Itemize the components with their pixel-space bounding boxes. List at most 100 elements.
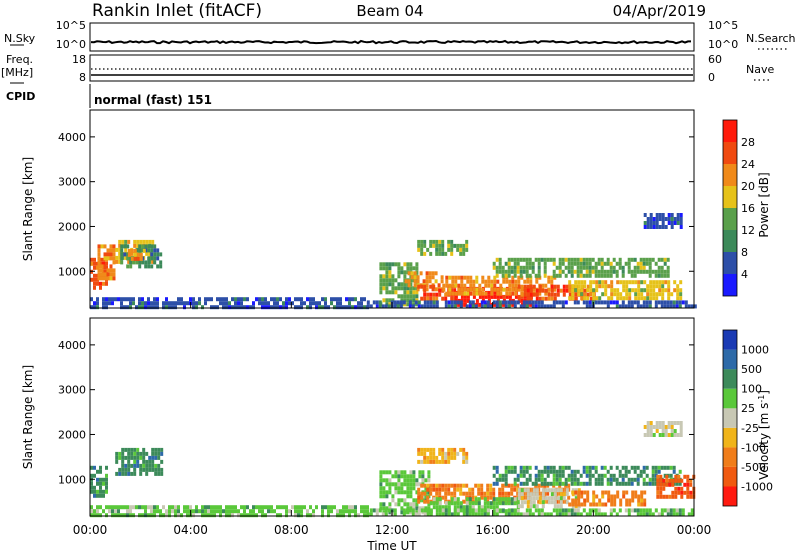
power-cell bbox=[601, 292, 605, 297]
velocity-cell bbox=[432, 497, 436, 502]
power-cell bbox=[321, 305, 324, 310]
velocity-cell bbox=[450, 512, 454, 517]
velocity-cell bbox=[426, 512, 430, 517]
power-cell bbox=[670, 221, 674, 225]
power-cell bbox=[606, 257, 610, 262]
velocity-cell bbox=[670, 429, 674, 433]
power-cell bbox=[363, 305, 366, 310]
velocity-cell bbox=[529, 500, 533, 505]
power-cell bbox=[432, 243, 436, 248]
velocity-colorbar-tick: 1000 bbox=[741, 344, 769, 357]
velocity-cell bbox=[486, 501, 490, 506]
power-cell bbox=[646, 292, 650, 297]
power-cell bbox=[136, 239, 140, 244]
velocity-cell bbox=[592, 490, 596, 495]
velocity-cell bbox=[415, 506, 419, 511]
velocity-cell bbox=[495, 505, 499, 510]
power-cell bbox=[409, 278, 413, 283]
velocity-cell bbox=[504, 481, 508, 486]
power-cell bbox=[465, 247, 469, 252]
power-cell bbox=[649, 284, 653, 289]
velocity-cell bbox=[657, 512, 661, 517]
velocity-cell bbox=[576, 508, 580, 513]
power-cell bbox=[636, 304, 640, 309]
power-cell bbox=[400, 282, 404, 287]
velocity-cell bbox=[529, 504, 533, 509]
velocity-cell bbox=[462, 491, 466, 496]
freq-unit: [MHz] bbox=[1, 66, 33, 79]
power-cell bbox=[636, 265, 640, 270]
power-cell bbox=[460, 279, 464, 284]
velocity-cell bbox=[686, 478, 690, 483]
velocity-cell bbox=[154, 463, 158, 468]
power-cell bbox=[583, 296, 587, 301]
power-cell bbox=[450, 296, 454, 301]
power-cell bbox=[465, 239, 469, 244]
power-cell bbox=[652, 280, 656, 285]
velocity-cell bbox=[570, 469, 574, 474]
velocity-cell bbox=[504, 512, 508, 517]
power-cell bbox=[432, 239, 436, 244]
velocity-cell bbox=[532, 488, 536, 493]
power-cell bbox=[661, 217, 665, 221]
power-cell bbox=[441, 247, 445, 252]
power-cell bbox=[567, 265, 571, 270]
power-cell bbox=[594, 273, 598, 278]
power-cell bbox=[471, 300, 475, 305]
power-cell bbox=[165, 297, 168, 302]
velocity-cell bbox=[670, 425, 674, 429]
velocity-cell bbox=[213, 509, 216, 514]
power-cell bbox=[603, 300, 607, 305]
power-cell bbox=[339, 301, 342, 306]
power-cell bbox=[428, 271, 432, 276]
velocity-cell bbox=[606, 481, 610, 486]
power-cell bbox=[472, 294, 476, 299]
power-region bbox=[127, 248, 146, 261]
power-cell bbox=[567, 261, 571, 266]
velocity-cell bbox=[604, 502, 608, 507]
velocity-cell bbox=[258, 509, 261, 514]
velocity-cell bbox=[510, 491, 514, 496]
power-cell bbox=[522, 265, 526, 270]
velocity-cell bbox=[522, 465, 526, 470]
power-cell bbox=[394, 262, 398, 267]
velocity-cell bbox=[643, 502, 647, 507]
power-cell bbox=[564, 265, 568, 270]
velocity-cell bbox=[379, 478, 383, 483]
power-cell bbox=[490, 294, 494, 299]
power-cell bbox=[648, 257, 652, 262]
power-cell bbox=[420, 284, 424, 289]
power-cell bbox=[684, 304, 688, 309]
power-cell bbox=[660, 257, 664, 262]
velocity-cell bbox=[631, 494, 635, 499]
power-cell bbox=[495, 269, 499, 274]
power-cell bbox=[379, 290, 383, 295]
power-cell bbox=[222, 297, 225, 302]
velocity-cell bbox=[133, 463, 137, 468]
power-cell bbox=[397, 274, 401, 279]
power-cell bbox=[318, 305, 321, 310]
power-cell bbox=[285, 297, 288, 302]
velocity-cell bbox=[114, 509, 117, 514]
power-cell bbox=[612, 257, 616, 262]
power-cell bbox=[117, 297, 120, 302]
velocity-cell bbox=[195, 505, 198, 510]
power-cell bbox=[558, 273, 562, 278]
power-cell bbox=[403, 298, 407, 303]
power-cell bbox=[348, 305, 351, 310]
power-cell bbox=[109, 248, 113, 253]
power-cell bbox=[234, 305, 237, 310]
power-cell bbox=[625, 280, 629, 285]
power-cell bbox=[600, 273, 604, 278]
power-cell bbox=[153, 297, 156, 302]
power-cell bbox=[508, 287, 512, 292]
velocity-cell bbox=[576, 469, 580, 474]
power-cell bbox=[670, 217, 674, 221]
power-cell bbox=[664, 225, 668, 229]
velocity-cell bbox=[579, 473, 583, 478]
velocity-cell bbox=[249, 513, 252, 518]
velocity-cell bbox=[601, 502, 605, 507]
power-cell bbox=[372, 300, 376, 305]
